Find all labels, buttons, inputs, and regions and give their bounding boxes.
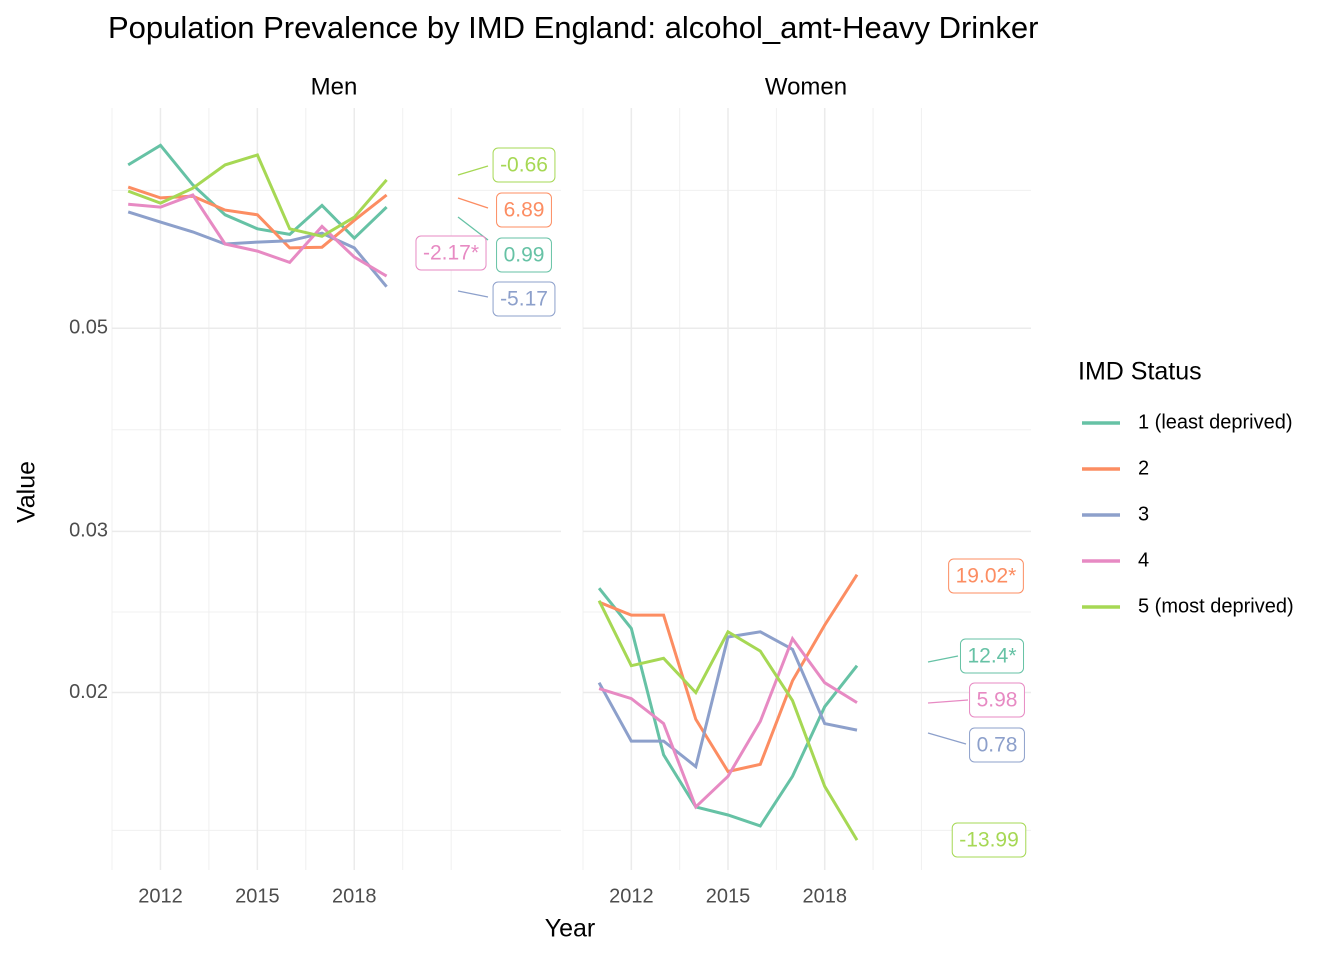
annotation-box bbox=[969, 682, 1025, 718]
legend-label: 5 (most deprived) bbox=[1138, 595, 1294, 617]
annotation-label: -2.17* bbox=[423, 242, 479, 265]
annotation-box bbox=[959, 638, 1025, 674]
annotation-box bbox=[496, 237, 552, 273]
annotation-leader bbox=[457, 290, 489, 298]
series-line bbox=[127, 210, 388, 288]
facet-title: Women bbox=[765, 73, 847, 100]
annotation-box bbox=[948, 558, 1024, 594]
annotation-box bbox=[496, 192, 552, 228]
x-tick-label: 2018 bbox=[802, 885, 847, 907]
y-tick-label: 0.03 bbox=[69, 520, 108, 542]
series-line bbox=[597, 587, 859, 828]
x-tick-label: 2018 bbox=[332, 885, 377, 907]
annotation-leader bbox=[927, 655, 959, 663]
legend-label: 1 (least deprived) bbox=[1138, 411, 1293, 433]
annotation-label: 5.98 bbox=[977, 689, 1018, 712]
annotation-leader bbox=[457, 165, 489, 176]
series-line bbox=[598, 573, 859, 774]
annotation-box bbox=[951, 822, 1027, 858]
series-line bbox=[597, 600, 859, 841]
series-line bbox=[127, 143, 388, 241]
annotation-box bbox=[492, 281, 556, 317]
annotation-label: 6.89 bbox=[504, 199, 545, 222]
annotation-label: 12.4* bbox=[967, 645, 1016, 668]
legend-title: IMD Status bbox=[1078, 358, 1202, 386]
legend-label: 2 bbox=[1138, 457, 1149, 479]
x-tick-label: 2015 bbox=[235, 885, 280, 907]
legend-label: 3 bbox=[1138, 503, 1149, 525]
annotation-label: -5.17 bbox=[500, 288, 548, 311]
y-tick-label: 0.05 bbox=[69, 317, 108, 339]
annotation-box bbox=[415, 235, 487, 271]
annotation-leader bbox=[927, 732, 967, 745]
annotation-label: -13.99 bbox=[959, 829, 1019, 852]
x-tick-label: 2012 bbox=[609, 885, 654, 907]
annotation-label: -0.66 bbox=[500, 154, 548, 177]
annotation-leader bbox=[927, 699, 969, 704]
y-tick-label: 0.02 bbox=[69, 681, 108, 703]
x-tick-label: 2015 bbox=[706, 885, 751, 907]
x-tick-label: 2012 bbox=[138, 885, 183, 907]
series-line bbox=[597, 630, 858, 770]
series-line bbox=[127, 153, 388, 238]
annotation-label: 19.02* bbox=[956, 565, 1017, 588]
series-line bbox=[128, 193, 388, 278]
annotation-box bbox=[969, 727, 1025, 763]
legend-label: 4 bbox=[1138, 549, 1149, 571]
annotation-leader bbox=[457, 197, 489, 209]
chart-title: Population Prevalence by IMD England: al… bbox=[108, 10, 1038, 45]
annotation-label: 0.99 bbox=[504, 244, 545, 267]
annotation-label: 0.78 bbox=[977, 734, 1018, 757]
y-axis-label: Value bbox=[13, 461, 41, 523]
annotation-box bbox=[492, 147, 556, 183]
facet-title: Men bbox=[311, 73, 358, 100]
x-axis-label: Year bbox=[545, 915, 596, 943]
series-line bbox=[598, 635, 858, 810]
